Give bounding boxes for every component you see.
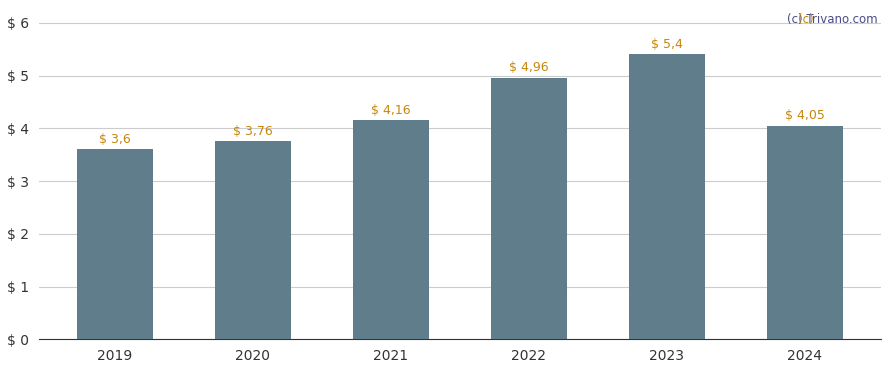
Bar <box>77 149 153 339</box>
Text: $ 4,96: $ 4,96 <box>509 61 549 74</box>
Text: (c) Trivano.com: (c) Trivano.com <box>787 13 877 26</box>
Bar <box>353 120 429 339</box>
Text: $ 3,6: $ 3,6 <box>99 133 131 146</box>
Text: $ 4,16: $ 4,16 <box>371 104 411 117</box>
Text: (c): (c) <box>797 13 813 26</box>
Text: $ 3,76: $ 3,76 <box>234 125 273 138</box>
Bar <box>215 141 291 339</box>
Text: $ 5,4: $ 5,4 <box>651 38 683 51</box>
Bar <box>491 78 567 339</box>
Text: $ 4,05: $ 4,05 <box>785 110 825 122</box>
Bar <box>629 54 705 339</box>
Bar <box>767 126 843 339</box>
